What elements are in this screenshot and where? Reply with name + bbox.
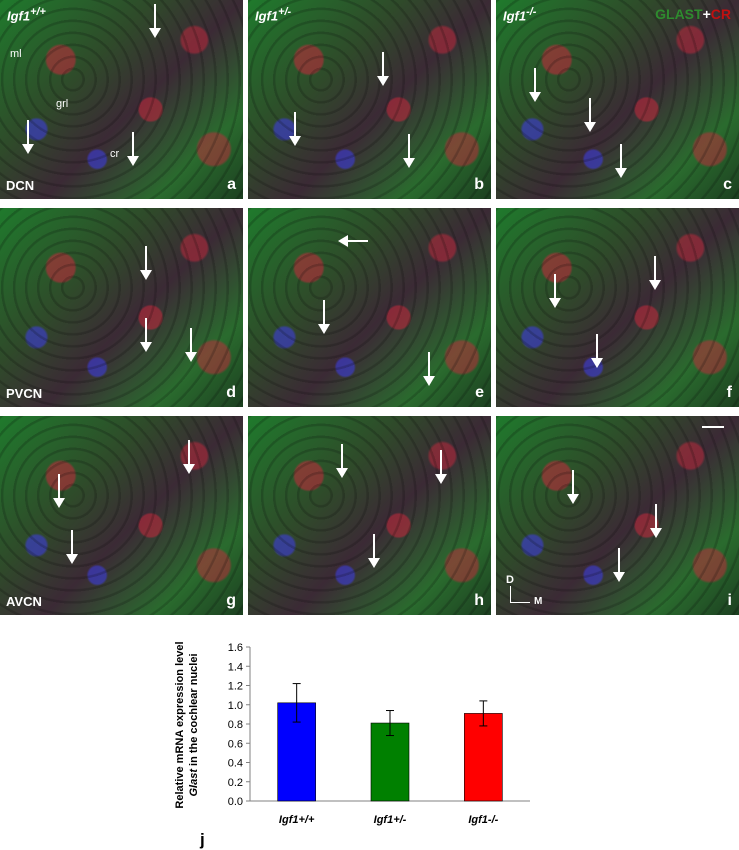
scale-bar (702, 426, 724, 428)
panel-letter: i (727, 592, 732, 609)
y-tick-label: 0.2 (228, 777, 243, 789)
y-tick-label: 0.8 (228, 719, 243, 731)
genotype-label: Igf1-/- (503, 6, 537, 24)
y-axis-label-rest: in the cochlear nuclei (188, 653, 200, 769)
arrow-marker (435, 450, 447, 484)
panel-letter: b (474, 176, 484, 193)
orientation-medial-label: M (534, 596, 543, 607)
arrow-marker (403, 134, 415, 168)
arrow-marker (529, 68, 541, 102)
arrow-marker (549, 274, 561, 308)
region-label: AVCN (6, 594, 42, 609)
panel-letter: e (475, 384, 484, 401)
micrograph-panel-h: h (248, 416, 491, 615)
arrow-marker (423, 352, 435, 386)
arrow-marker (140, 318, 152, 352)
bars (277, 683, 503, 802)
micrograph-panel-a: Igf1+/+ ml grl cr DCN a (0, 0, 243, 199)
micrograph-panel-b: Igf1+/- b (248, 0, 491, 199)
y-tick-label: 1.6 (228, 642, 243, 654)
orientation-axis-horizontal (510, 602, 530, 603)
arrow-marker (289, 112, 301, 146)
region-label: PVCN (6, 386, 43, 401)
panel-letter: c (723, 176, 732, 193)
arrow-marker (66, 530, 78, 564)
micrograph-panel-e: e (248, 208, 491, 407)
panel-letter: a (227, 176, 236, 193)
arrow-marker (368, 534, 380, 568)
y-axis-label-line2: Glast in the cochlear nuclei (188, 653, 200, 796)
panel-letter: h (474, 592, 484, 609)
y-ticks: 0.0 0.2 0.4 0.6 0.8 1.0 1.2 1.4 1.6 (228, 642, 250, 808)
micrograph-panel-g: AVCN g (0, 416, 243, 615)
panel-letter: f (726, 384, 732, 401)
orientation-axis-vertical (510, 586, 511, 602)
x-tick-label: Igf1-/- (468, 814, 498, 826)
arrow-marker (567, 470, 579, 504)
y-tick-label: 0.4 (228, 758, 243, 770)
y-tick-label: 1.0 (228, 700, 243, 712)
arrow-marker (53, 474, 65, 508)
arrow-marker (615, 144, 627, 178)
arrow-marker (338, 235, 368, 247)
region-label: DCN (6, 178, 35, 193)
orientation-dorsal-label: D (506, 574, 514, 586)
y-tick-label: 0.6 (228, 738, 243, 750)
y-axis-label-gene: Glast (188, 768, 200, 797)
arrow-marker (22, 120, 34, 154)
x-tick-labels: Igf1+/+ Igf1+/- Igf1-/- (279, 814, 499, 826)
micrograph-panel-c: Igf1-/- GLAST+CR c (496, 0, 739, 199)
ml-label: ml (10, 48, 22, 60)
cr-label: cr (110, 148, 120, 160)
micrograph-panel-f: f (496, 208, 739, 407)
bar-3 (464, 713, 503, 802)
y-tick-label: 1.4 (228, 661, 243, 673)
arrow-marker (377, 52, 389, 86)
x-tick-label: Igf1+/+ (279, 814, 315, 826)
y-tick-label: 1.2 (228, 681, 243, 693)
arrow-marker (584, 98, 596, 132)
arrow-marker (336, 444, 348, 478)
arrow-marker (149, 4, 161, 38)
arrow-marker (613, 548, 625, 582)
grl-label: grl (56, 98, 69, 110)
arrow-marker (127, 132, 139, 166)
genotype-label: Igf1+/- (255, 6, 292, 24)
micrograph-panel-d: PVCN d (0, 208, 243, 407)
arrow-marker (649, 256, 661, 290)
arrow-marker (591, 334, 603, 368)
panel-letter-j: j (199, 830, 205, 849)
panel-letter: g (226, 592, 236, 609)
genotype-label: Igf1+/+ (7, 6, 46, 24)
panel-letter: d (226, 384, 236, 401)
arrow-marker (650, 504, 662, 538)
arrow-marker (140, 246, 152, 280)
arrow-marker (318, 300, 330, 334)
y-tick-label: 0.0 (228, 796, 243, 808)
stain-legend: GLAST+CR (655, 6, 731, 22)
x-tick-label: Igf1+/- (374, 814, 407, 826)
arrow-marker (185, 328, 197, 362)
micrograph-panel-i: D M i (496, 416, 739, 615)
arrow-marker (183, 440, 195, 474)
y-axis-label-line1: Relative mRNA expression level (174, 641, 186, 808)
